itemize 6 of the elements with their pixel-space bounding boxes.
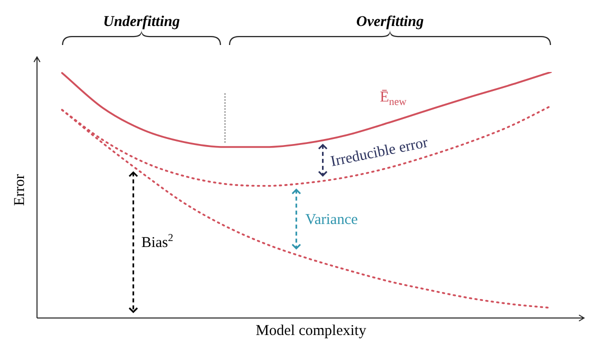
text: Underfitting [103, 14, 180, 30]
text: Overfitting [356, 14, 424, 30]
annotation: Variance [305, 212, 358, 228]
annotation: Irreducible error [329, 134, 430, 170]
y-axis-title: Error [12, 174, 28, 206]
x-axis-title: Model complexity [256, 322, 367, 339]
